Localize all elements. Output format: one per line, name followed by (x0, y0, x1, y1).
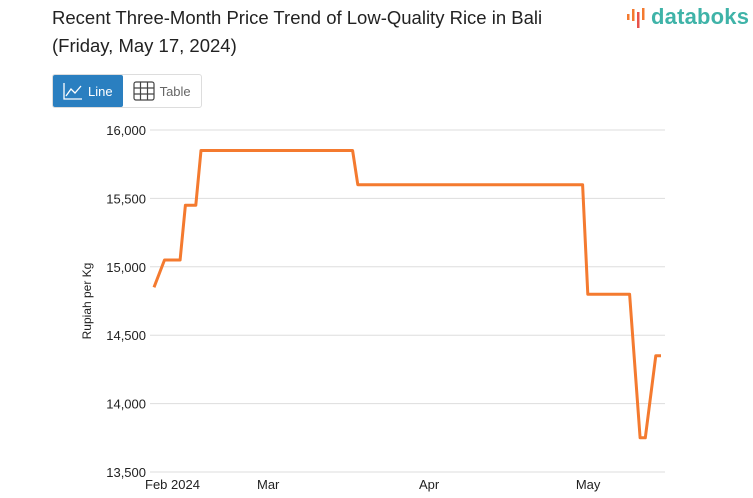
title-line-2: (Friday, May 17, 2024) (52, 35, 237, 56)
tab-line-label: Line (88, 83, 113, 99)
line-chart-icon (63, 83, 82, 100)
y-tick-label: 14,500 (106, 328, 146, 343)
y-tick-label: 14,000 (106, 397, 146, 412)
databoks-logo[interactable]: databoks (626, 4, 749, 30)
y-tick-label: 16,000 (106, 123, 146, 138)
x-tick-label: Mar (257, 477, 280, 492)
tab-line[interactable]: Line (53, 75, 123, 107)
logo-text: databoks (651, 4, 750, 29)
view-tabs: Line Table (52, 74, 202, 108)
tab-table[interactable]: Table (123, 75, 201, 107)
x-tick-label: May (576, 477, 601, 492)
series-line (152, 149, 661, 440)
y-axis-label: Rupiah per Kg (80, 263, 94, 340)
tab-table-label: Table (159, 83, 191, 99)
y-tick-label: 15,000 (106, 260, 146, 275)
y-tick-label: 13,500 (106, 465, 146, 480)
title-line-1: Recent Three-Month Price Trend of Low-Qu… (52, 7, 543, 28)
y-tick-label: 15,500 (106, 191, 146, 206)
x-tick-label: Apr (419, 477, 440, 492)
logo-bars-icon (627, 8, 645, 28)
table-icon (132, 81, 155, 101)
chart-title: Recent Three-Month Price Trend of Low-Qu… (52, 4, 592, 60)
x-tick-label: Feb 2024 (145, 477, 200, 492)
